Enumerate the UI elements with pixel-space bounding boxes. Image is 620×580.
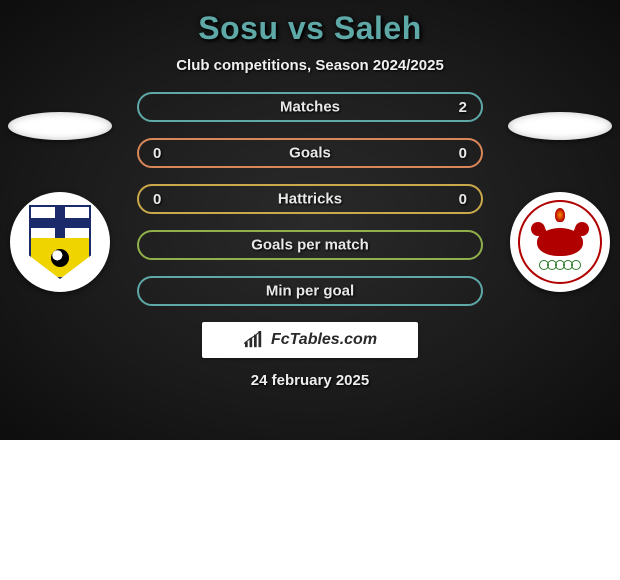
right-player-slot bbox=[500, 112, 620, 292]
stat-right-value: 2 bbox=[439, 99, 467, 116]
left-player-slot bbox=[0, 112, 120, 292]
stat-label: Goals bbox=[289, 145, 331, 162]
left-player-photo-placeholder bbox=[8, 112, 112, 140]
comparison-card: Sosu vs Saleh Club competitions, Season … bbox=[0, 0, 620, 440]
brand-label: FcTables.com bbox=[271, 331, 377, 349]
stat-row-goals-per-match: Goals per match bbox=[137, 230, 483, 260]
shield-icon bbox=[29, 205, 91, 279]
bar-chart-icon bbox=[243, 331, 265, 349]
brand-badge: FcTables.com bbox=[202, 322, 418, 358]
stat-label: Goals per match bbox=[251, 237, 369, 254]
subtitle: Club competitions, Season 2024/2025 bbox=[0, 57, 620, 74]
generated-date: 24 february 2025 bbox=[0, 372, 620, 389]
stat-right-value: 0 bbox=[439, 145, 467, 162]
stat-label: Matches bbox=[280, 99, 340, 116]
stat-row-min-per-goal: Min per goal bbox=[137, 276, 483, 306]
right-player-photo-placeholder bbox=[508, 112, 612, 140]
stats-list: Matches 2 0 Goals 0 0 Hattricks 0 Goals … bbox=[137, 92, 483, 306]
left-club-badge bbox=[10, 192, 110, 292]
stat-left-value: 0 bbox=[153, 191, 181, 208]
stat-label: Min per goal bbox=[266, 283, 354, 300]
right-club-badge bbox=[510, 192, 610, 292]
stat-left-value: 0 bbox=[153, 145, 181, 162]
page-title: Sosu vs Saleh bbox=[0, 0, 620, 47]
stat-row-goals: 0 Goals 0 bbox=[137, 138, 483, 168]
stat-right-value: 0 bbox=[439, 191, 467, 208]
page-whitespace bbox=[0, 440, 620, 580]
stat-label: Hattricks bbox=[278, 191, 342, 208]
stat-row-matches: Matches 2 bbox=[137, 92, 483, 122]
club-emblem-icon bbox=[518, 200, 602, 284]
stat-row-hattricks: 0 Hattricks 0 bbox=[137, 184, 483, 214]
